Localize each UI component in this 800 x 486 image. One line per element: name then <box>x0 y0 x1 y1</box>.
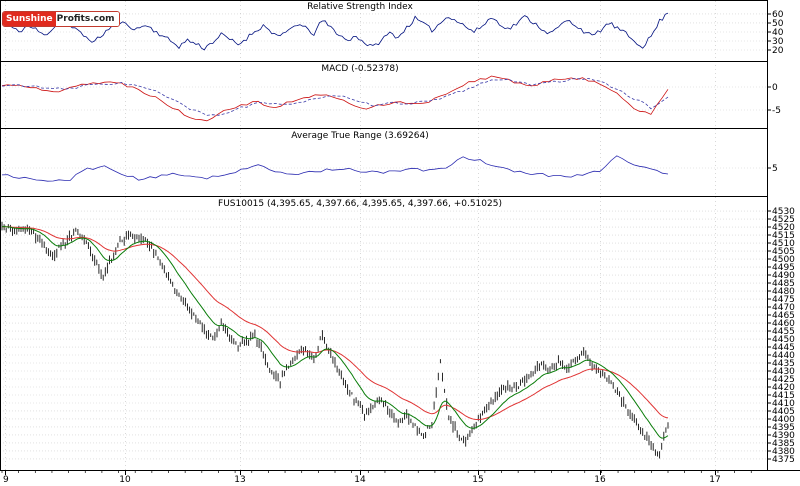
rsi-y-tick-label: 60 <box>772 10 784 20</box>
x-day-label: 9 <box>3 475 9 485</box>
price-y-tick-label: 4490 <box>772 271 795 281</box>
price-y-tick-label: 4530 <box>772 207 795 217</box>
price-y-tick-label: 4480 <box>772 287 795 297</box>
price-y-tick-label: 4500 <box>772 255 795 265</box>
x-day-label: 14 <box>354 475 366 485</box>
price-y-tick-label: 4485 <box>772 279 795 289</box>
rsi-plot-area[interactable] <box>0 1 767 61</box>
price-y-tick-label: 4515 <box>772 231 795 241</box>
price-y-tick-label: 4465 <box>772 311 795 321</box>
brand-logo-profits: Profits.com <box>55 12 119 26</box>
price-y-tick-label: 4415 <box>772 391 795 401</box>
atr-plot-area[interactable] <box>0 129 767 196</box>
price-y-tick-label: 4495 <box>772 263 795 273</box>
price-y-tick-label: 4450 <box>772 335 795 345</box>
price-y-tick-label: 4405 <box>772 407 795 417</box>
x-day-label: 16 <box>594 475 606 485</box>
rsi-y-tick-label: 30 <box>772 37 784 47</box>
price-y-tick-label: 4510 <box>772 239 795 249</box>
x-axis: 9 10 13 14 15 16 17 <box>1 470 752 485</box>
price-ma-slow-line <box>1 226 669 420</box>
price-y-tick-label: 4400 <box>772 415 795 425</box>
price-y-tick-label: 4395 <box>772 423 795 433</box>
price-y-tick-label: 4525 <box>772 215 795 225</box>
rsi-y-tick-label: 40 <box>772 28 784 38</box>
x-day-label: 13 <box>234 475 245 485</box>
price-ma-fast-line <box>1 225 669 439</box>
brand-logo-sunshine: Sunshine <box>3 12 56 26</box>
atr-y-tick-label: 5 <box>772 164 778 174</box>
price-y-tick-label: 4440 <box>772 351 795 361</box>
price-y-tick-label: 4380 <box>772 447 795 457</box>
price-y-tick-label: 4505 <box>772 247 795 257</box>
price-y-tick-label: 4475 <box>772 295 795 305</box>
atr-panel <box>1 155 669 182</box>
price-y-tick-label: 4375 <box>772 455 795 465</box>
brand-logo: Sunshine Profits.com <box>2 11 120 27</box>
price-y-tick-label: 4385 <box>772 439 795 449</box>
rsi-y-tick-label: 20 <box>772 46 784 56</box>
x-day-label: 17 <box>709 475 720 485</box>
macd-macd-line <box>1 75 669 122</box>
macd-y-tick-label: -5 <box>772 106 781 116</box>
price-y-tick-label: 4445 <box>772 343 795 353</box>
macd-plot-area[interactable] <box>0 62 767 128</box>
x-day-label: 15 <box>472 475 483 485</box>
price-y-tick-label: 4410 <box>772 399 795 409</box>
macd-panel <box>1 75 669 122</box>
macd-signal-line <box>1 77 669 116</box>
atr-line <box>1 155 669 182</box>
price-y-tick-label: 4435 <box>772 359 795 369</box>
price-y-tick-label: 4430 <box>772 367 795 377</box>
rsi-y-tick-label: 50 <box>772 19 784 29</box>
price-ohlc-bars <box>1 221 669 459</box>
price-y-tick-label: 4420 <box>772 383 795 393</box>
price-y-tick-label: 4425 <box>772 375 795 385</box>
price-y-tick-label: 4470 <box>772 303 795 313</box>
price-y-tick-label: 4460 <box>772 319 795 329</box>
price-plot-area[interactable] <box>0 197 767 470</box>
x-day-label: 10 <box>119 475 131 485</box>
price-y-tick-label: 4390 <box>772 431 795 441</box>
price-y-tick-label: 4520 <box>772 223 795 233</box>
gridlines <box>0 1 767 470</box>
price-y-tick-label: 4455 <box>772 327 795 337</box>
macd-y-tick-label: 0 <box>772 83 778 93</box>
panel-frame <box>0 0 800 471</box>
price-panel <box>1 221 669 459</box>
